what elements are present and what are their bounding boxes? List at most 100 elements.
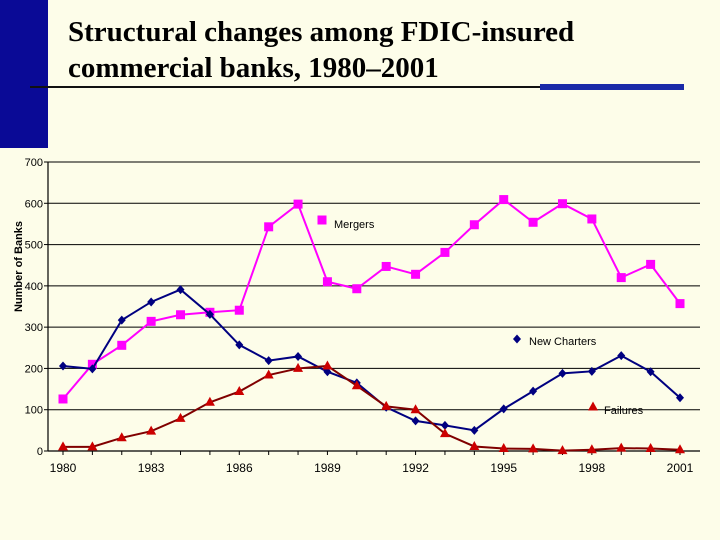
y-axis-label: Number of Banks xyxy=(13,221,25,312)
series-new-charters xyxy=(59,285,684,435)
point-failures-1988 xyxy=(293,362,304,372)
point-mergers-1998 xyxy=(587,214,597,224)
series-failures xyxy=(58,360,685,455)
point-failures-1986 xyxy=(234,386,245,396)
point-failures-1985 xyxy=(204,396,215,406)
y-tick-label-700: 700 xyxy=(25,157,43,169)
point-failures-1993 xyxy=(439,428,450,438)
y-tick-label-100: 100 xyxy=(25,405,43,417)
series-group xyxy=(58,195,685,455)
point-mergers-1997 xyxy=(557,199,567,209)
title-rule xyxy=(30,86,540,88)
point-mergers-1986 xyxy=(234,305,244,315)
x-tick-label-1992: 1992 xyxy=(402,461,429,475)
y-tick-label-600: 600 xyxy=(25,198,43,210)
point-new-charters-1995 xyxy=(499,404,508,414)
point-mergers-1995 xyxy=(499,195,509,205)
series-line-mergers xyxy=(62,198,681,400)
point-new-charters-1999 xyxy=(617,351,626,361)
accent-bar xyxy=(0,0,48,148)
x-tick-label-1995: 1995 xyxy=(490,461,517,475)
point-mergers-2000 xyxy=(646,259,656,269)
chart-title: Structural changes among FDIC-insured co… xyxy=(68,14,720,86)
label-marker-failures xyxy=(588,401,598,411)
point-failures-1991 xyxy=(381,400,392,410)
series-line-failures xyxy=(63,364,681,452)
point-mergers-1987 xyxy=(264,222,274,232)
point-failures-1992 xyxy=(410,404,421,414)
point-new-charters-2001 xyxy=(676,393,684,403)
point-failures-1990 xyxy=(351,380,362,390)
point-mergers-1981 xyxy=(87,359,97,369)
point-failures-1997 xyxy=(557,445,568,455)
y-tick-label-300: 300 xyxy=(25,322,43,334)
point-new-charters-1998 xyxy=(587,366,596,376)
point-failures-1980 xyxy=(58,441,68,451)
point-mergers-1994 xyxy=(469,220,479,230)
point-new-charters-1985 xyxy=(205,309,214,319)
point-mergers-1992 xyxy=(411,269,421,279)
point-failures-2001 xyxy=(675,444,685,454)
point-failures-1998 xyxy=(586,444,597,454)
y-tick-label-400: 400 xyxy=(25,281,43,293)
series-label-mergers: Mergers xyxy=(334,219,375,231)
x-tick-labels: 1980 1983 1986 1989 1992 1995 1998 2001 xyxy=(50,461,694,475)
x-tick-label-1998: 1998 xyxy=(579,461,606,475)
point-failures-1987 xyxy=(263,369,274,379)
point-failures-1982 xyxy=(116,432,127,442)
point-mergers-1980 xyxy=(58,394,68,404)
point-new-charters-2000 xyxy=(646,367,655,377)
x-tick-label-2001: 2001 xyxy=(667,461,694,475)
point-mergers-1999 xyxy=(616,273,626,283)
point-failures-1984 xyxy=(175,412,186,422)
point-mergers-1993 xyxy=(440,247,450,257)
series-label-new-charters: New Charters xyxy=(529,336,597,348)
point-failures-1999 xyxy=(616,442,627,452)
x-tick-label-1980: 1980 xyxy=(50,461,77,475)
point-new-charters-1986 xyxy=(235,340,244,350)
point-new-charters-1993 xyxy=(440,420,449,430)
point-new-charters-1983 xyxy=(147,297,156,307)
y-tick-label-200: 200 xyxy=(25,363,43,375)
point-mergers-1989 xyxy=(322,277,332,287)
y-tick-labels: 0 100 200 300 400 500 600 700 xyxy=(25,157,43,458)
point-mergers-1984 xyxy=(176,310,186,320)
point-failures-1981 xyxy=(87,441,98,451)
x-tick-label-1986: 1986 xyxy=(226,461,253,475)
point-new-charters-1994 xyxy=(470,425,479,435)
series-labels: Mergers New Charters Failures xyxy=(317,215,644,417)
point-new-charters-1982 xyxy=(117,315,126,325)
y-tick-label-0: 0 xyxy=(37,446,43,458)
point-mergers-1988 xyxy=(293,199,303,209)
point-new-charters-1984 xyxy=(176,285,185,295)
y-tick-label-500: 500 xyxy=(25,240,43,252)
point-mergers-1996 xyxy=(528,217,538,227)
point-new-charters-1997 xyxy=(558,368,567,378)
point-new-charters-1996 xyxy=(529,386,538,396)
point-failures-1983 xyxy=(146,425,157,435)
point-new-charters-1992 xyxy=(411,416,420,426)
point-mergers-1990 xyxy=(352,284,362,294)
point-failures-1994 xyxy=(469,440,480,450)
label-marker-mergers xyxy=(317,215,327,225)
x-tick-label-1983: 1983 xyxy=(138,461,165,475)
point-new-charters-1987 xyxy=(264,356,273,366)
point-failures-2000 xyxy=(645,443,656,453)
point-mergers-1983 xyxy=(146,316,156,326)
x-tick-label-1989: 1989 xyxy=(314,461,341,475)
label-marker-new-charters xyxy=(513,334,521,344)
point-failures-1989 xyxy=(322,360,333,370)
point-mergers-2001 xyxy=(675,299,685,309)
point-mergers-1982 xyxy=(117,340,127,350)
point-new-charters-1981 xyxy=(88,364,97,374)
chart-title-text: Structural changes among FDIC-insured co… xyxy=(68,16,575,84)
point-new-charters-1980 xyxy=(59,361,67,371)
series-label-failures: Failures xyxy=(604,405,644,417)
point-new-charters-1988 xyxy=(294,351,303,361)
point-new-charters-1989 xyxy=(323,367,332,377)
gridlines xyxy=(48,161,700,452)
series-mergers xyxy=(58,195,685,404)
point-mergers-1991 xyxy=(381,261,391,271)
point-failures-1995 xyxy=(498,443,509,453)
